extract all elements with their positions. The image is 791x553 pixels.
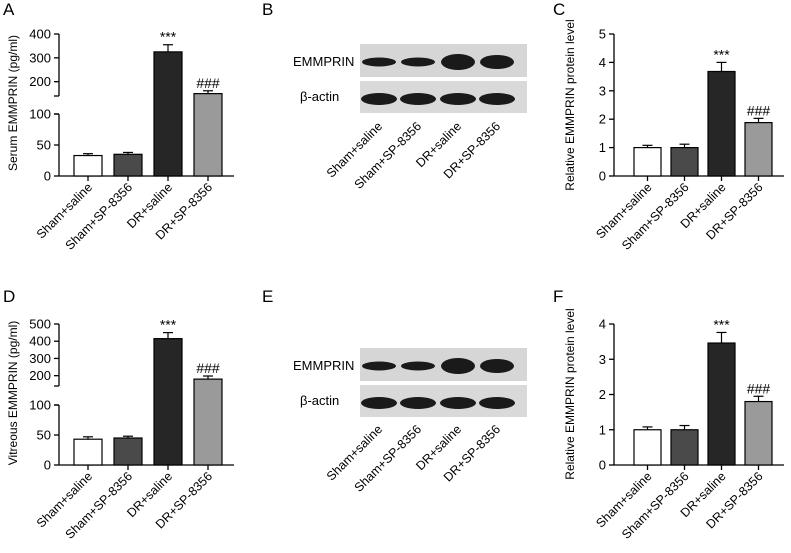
bar-c-4 xyxy=(744,122,773,177)
significance-label: *** xyxy=(160,29,177,45)
blot-b-control-label: β-actin xyxy=(300,89,339,104)
significance-label: *** xyxy=(160,317,177,333)
blot-e-control-label: β-actin xyxy=(300,393,339,408)
bar-d-1 xyxy=(73,438,103,466)
panel-letter-c: C xyxy=(553,0,565,19)
emmprin-band xyxy=(480,55,514,69)
significance-label: *** xyxy=(713,46,730,62)
panel-letter-e: E xyxy=(262,287,273,306)
y-tick-label: 1 xyxy=(599,422,606,437)
bar-a-4 xyxy=(193,93,223,177)
y-tick-label: 300 xyxy=(29,50,51,65)
bar-d-4 xyxy=(193,378,223,466)
beta-actin-band xyxy=(440,397,476,409)
bar-c-1 xyxy=(633,147,662,177)
blot-e-protein-label: EMMPRIN xyxy=(293,358,354,373)
significance-label: ### xyxy=(196,75,220,91)
y-axis-label: Relative EMMPRIN protein level xyxy=(563,19,577,190)
y-tick-label: 100 xyxy=(29,398,51,413)
chart-d-vitreous-emmprin: 0 50 100 200 300 400 500 Vitreous EMMPRIN (pg/m… xyxy=(6,317,234,542)
y-tick-label: 0 xyxy=(44,169,51,184)
western-blot-b: EMMPRIN β-actin Sham+salineSham+SP-8356D… xyxy=(293,44,527,192)
emmprin-band xyxy=(362,361,396,371)
y-axis-label: Relative EMMPRIN protein level xyxy=(563,308,577,479)
emmprin-band xyxy=(362,57,396,67)
y-tick-label: 5 xyxy=(599,27,606,42)
y-tick-label: 0 xyxy=(599,458,606,473)
y-tick-label: 3 xyxy=(599,83,606,98)
beta-actin-band xyxy=(361,93,397,105)
y-tick-label: 0 xyxy=(599,169,606,184)
bar-a-1 xyxy=(73,154,103,177)
panel-letter-d: D xyxy=(3,287,15,306)
bar-a-2 xyxy=(113,153,143,177)
x-category-label: Sham+SP-8356 xyxy=(619,180,692,253)
bar-a-3 xyxy=(153,51,183,177)
y-tick-label: 4 xyxy=(599,55,606,70)
western-blot-e: EMMPRIN β-actin Sham+salineSham+SP-8356D… xyxy=(293,348,527,495)
beta-actin-band xyxy=(400,397,436,409)
y-tick-label: 500 xyxy=(29,317,51,332)
beta-actin-band xyxy=(440,93,476,105)
emmprin-band xyxy=(441,54,475,70)
beta-actin-band xyxy=(361,397,397,409)
bar-c-3 xyxy=(707,70,736,177)
y-axis-label: Vitreous EMMPRIN (pg/ml) xyxy=(6,321,20,465)
significance-label: *** xyxy=(713,316,730,332)
emmprin-band xyxy=(480,359,514,373)
y-tick-label: 50 xyxy=(37,138,51,153)
x-category-label: Sham+SP-8356 xyxy=(619,469,692,542)
bar-f-3 xyxy=(707,342,736,466)
bar-d-2 xyxy=(113,437,143,466)
y-tick-label: 200 xyxy=(29,368,51,383)
beta-actin-band xyxy=(479,93,515,105)
y-tick-label: 2 xyxy=(599,387,606,402)
beta-actin-band xyxy=(400,93,436,105)
blot-b-protein-label: EMMPRIN xyxy=(293,54,354,69)
significance-label: ### xyxy=(747,102,771,118)
emmprin-band xyxy=(441,358,475,374)
chart-f-relative-emmprin: 0 1 2 3 4 Relative EMMPRIN protein level Sham+… xyxy=(563,308,784,542)
bar-d-3 xyxy=(153,338,183,466)
beta-actin-band xyxy=(479,397,515,409)
y-tick-label: 100 xyxy=(29,107,51,122)
y-tick-label: 3 xyxy=(599,352,606,367)
y-tick-label: 50 xyxy=(37,428,51,443)
bar-c-2 xyxy=(670,147,699,177)
blot-lane-label: Sham+SP-8356 xyxy=(352,422,425,495)
emmprin-band xyxy=(401,361,435,371)
chart-c-relative-emmprin: 0 1 2 3 4 5 Relative EMMPRIN protein level Sham… xyxy=(563,19,784,253)
y-tick-label: 300 xyxy=(29,351,51,366)
significance-label: ### xyxy=(747,380,771,396)
panel-letter-b: B xyxy=(262,0,273,19)
y-tick-label: 0 xyxy=(44,458,51,473)
blot-lane-label: Sham+SP-8356 xyxy=(352,119,425,192)
y-axis-label: Serum EMMPRIN (pg/ml) xyxy=(6,35,20,171)
y-tick-label: 4 xyxy=(599,317,606,332)
bar-f-2 xyxy=(670,429,699,466)
y-tick-label: 400 xyxy=(29,27,51,42)
y-tick-label: 400 xyxy=(29,334,51,349)
y-tick-label: 200 xyxy=(29,74,51,89)
y-tick-label: 2 xyxy=(599,112,606,127)
y-tick-label: 1 xyxy=(599,140,606,155)
bar-f-1 xyxy=(633,429,662,466)
bar-f-4 xyxy=(744,400,773,466)
emmprin-band xyxy=(401,57,435,67)
panel-letter-a: A xyxy=(3,0,15,19)
significance-label: ### xyxy=(196,360,220,376)
panel-letter-f: F xyxy=(553,287,563,306)
